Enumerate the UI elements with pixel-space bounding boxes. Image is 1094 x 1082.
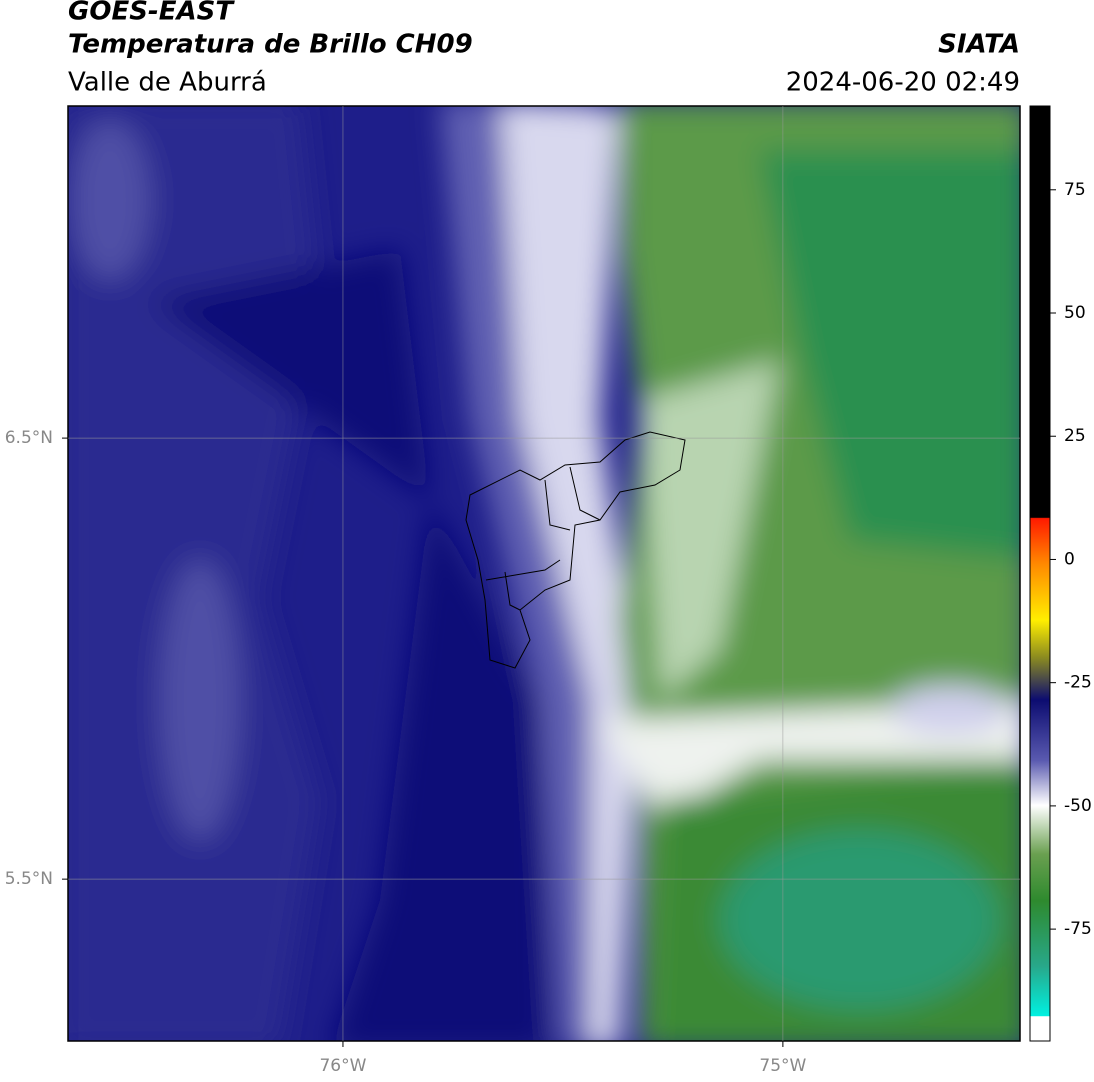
municipal-boundaries [465, 431, 686, 669]
satellite-image [68, 106, 1020, 1041]
colorbar-tick-label: 25 [1064, 426, 1086, 446]
colorbar-tick-label: 75 [1064, 180, 1086, 200]
satellite-title: GOES-EAST [68, 0, 235, 27]
colorbar [1029, 105, 1051, 1042]
lon-tick-label: 76°W [319, 1056, 366, 1076]
region-label: Valle de Aburrá [68, 68, 267, 98]
colorbar-tick-label: 0 [1064, 549, 1075, 569]
colorbar-tick-label: -75 [1064, 919, 1092, 939]
lat-tick-label: 5.5°N [5, 869, 53, 889]
timestamp: 2024-06-20 02:49 [786, 68, 1020, 98]
colorbar-tick-label: 50 [1064, 303, 1086, 323]
colorbar-tick-label: -25 [1064, 673, 1092, 693]
source-label: SIATA [938, 30, 1020, 60]
product-title: Temperatura de Brillo CH09 [68, 30, 473, 60]
map-frame [67, 105, 1021, 1042]
lat-tick-label: 6.5°N [5, 428, 53, 448]
lon-tick-label: 75°W [759, 1056, 806, 1076]
colorbar-tick-label: -50 [1064, 796, 1092, 816]
